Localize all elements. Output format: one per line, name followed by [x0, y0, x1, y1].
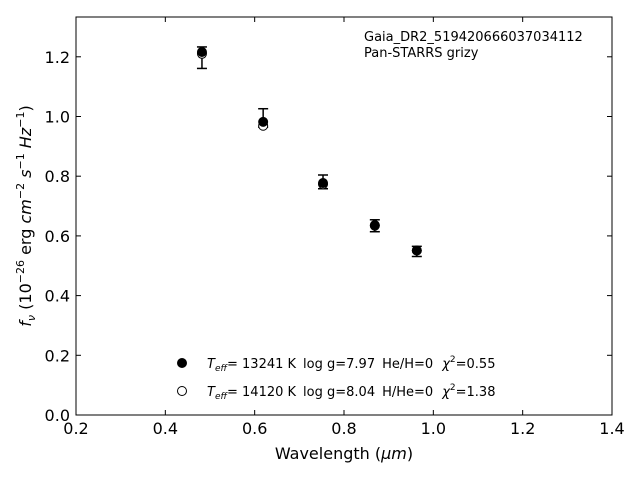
x-tick-label: 1.0	[421, 419, 446, 438]
data-markers	[196, 47, 422, 256]
x-tick-label: 1.4	[599, 419, 624, 438]
point-model-1	[258, 116, 269, 127]
y-tick-label: 0.0	[45, 406, 70, 425]
x-tick-label: 0.8	[331, 419, 356, 438]
point-model-1	[196, 47, 207, 58]
y-tick-label: 1.2	[45, 48, 70, 67]
y-axis-label: fν (10−26 erg cm−2 s−1 Hz−1)	[14, 105, 38, 326]
x-axis-label: Wavelength (μm)	[275, 444, 413, 463]
x-tick-label: 0.2	[63, 419, 88, 438]
y-tick-label: 0.6	[45, 227, 70, 246]
y-tick-label: 0.8	[45, 167, 70, 186]
y-tick-label: 0.2	[45, 346, 70, 365]
y-tick-label: 0.4	[45, 287, 70, 306]
legend-marker-filled	[177, 358, 187, 368]
y-tick-label: 1.0	[45, 107, 70, 126]
x-tick-label: 0.4	[153, 419, 178, 438]
point-model-1	[369, 220, 380, 231]
error-bars	[196, 46, 422, 258]
x-tick-label: 0.6	[242, 419, 267, 438]
annotation-survey: Pan-STARRS grizy	[364, 46, 479, 61]
annotation-star-id: Gaia_DR2_519420666037034112	[364, 30, 583, 45]
x-tick-label: 1.2	[510, 419, 535, 438]
legend-marker-open	[177, 386, 187, 396]
plot-frame	[75, 16, 613, 416]
point-model-1	[318, 178, 329, 189]
axis-ticks: 0.2 0.4 0.6 0.8 1.0 1.2 1.40.00.20.40.60.81.01…	[45, 17, 625, 438]
point-model-1	[411, 245, 422, 256]
